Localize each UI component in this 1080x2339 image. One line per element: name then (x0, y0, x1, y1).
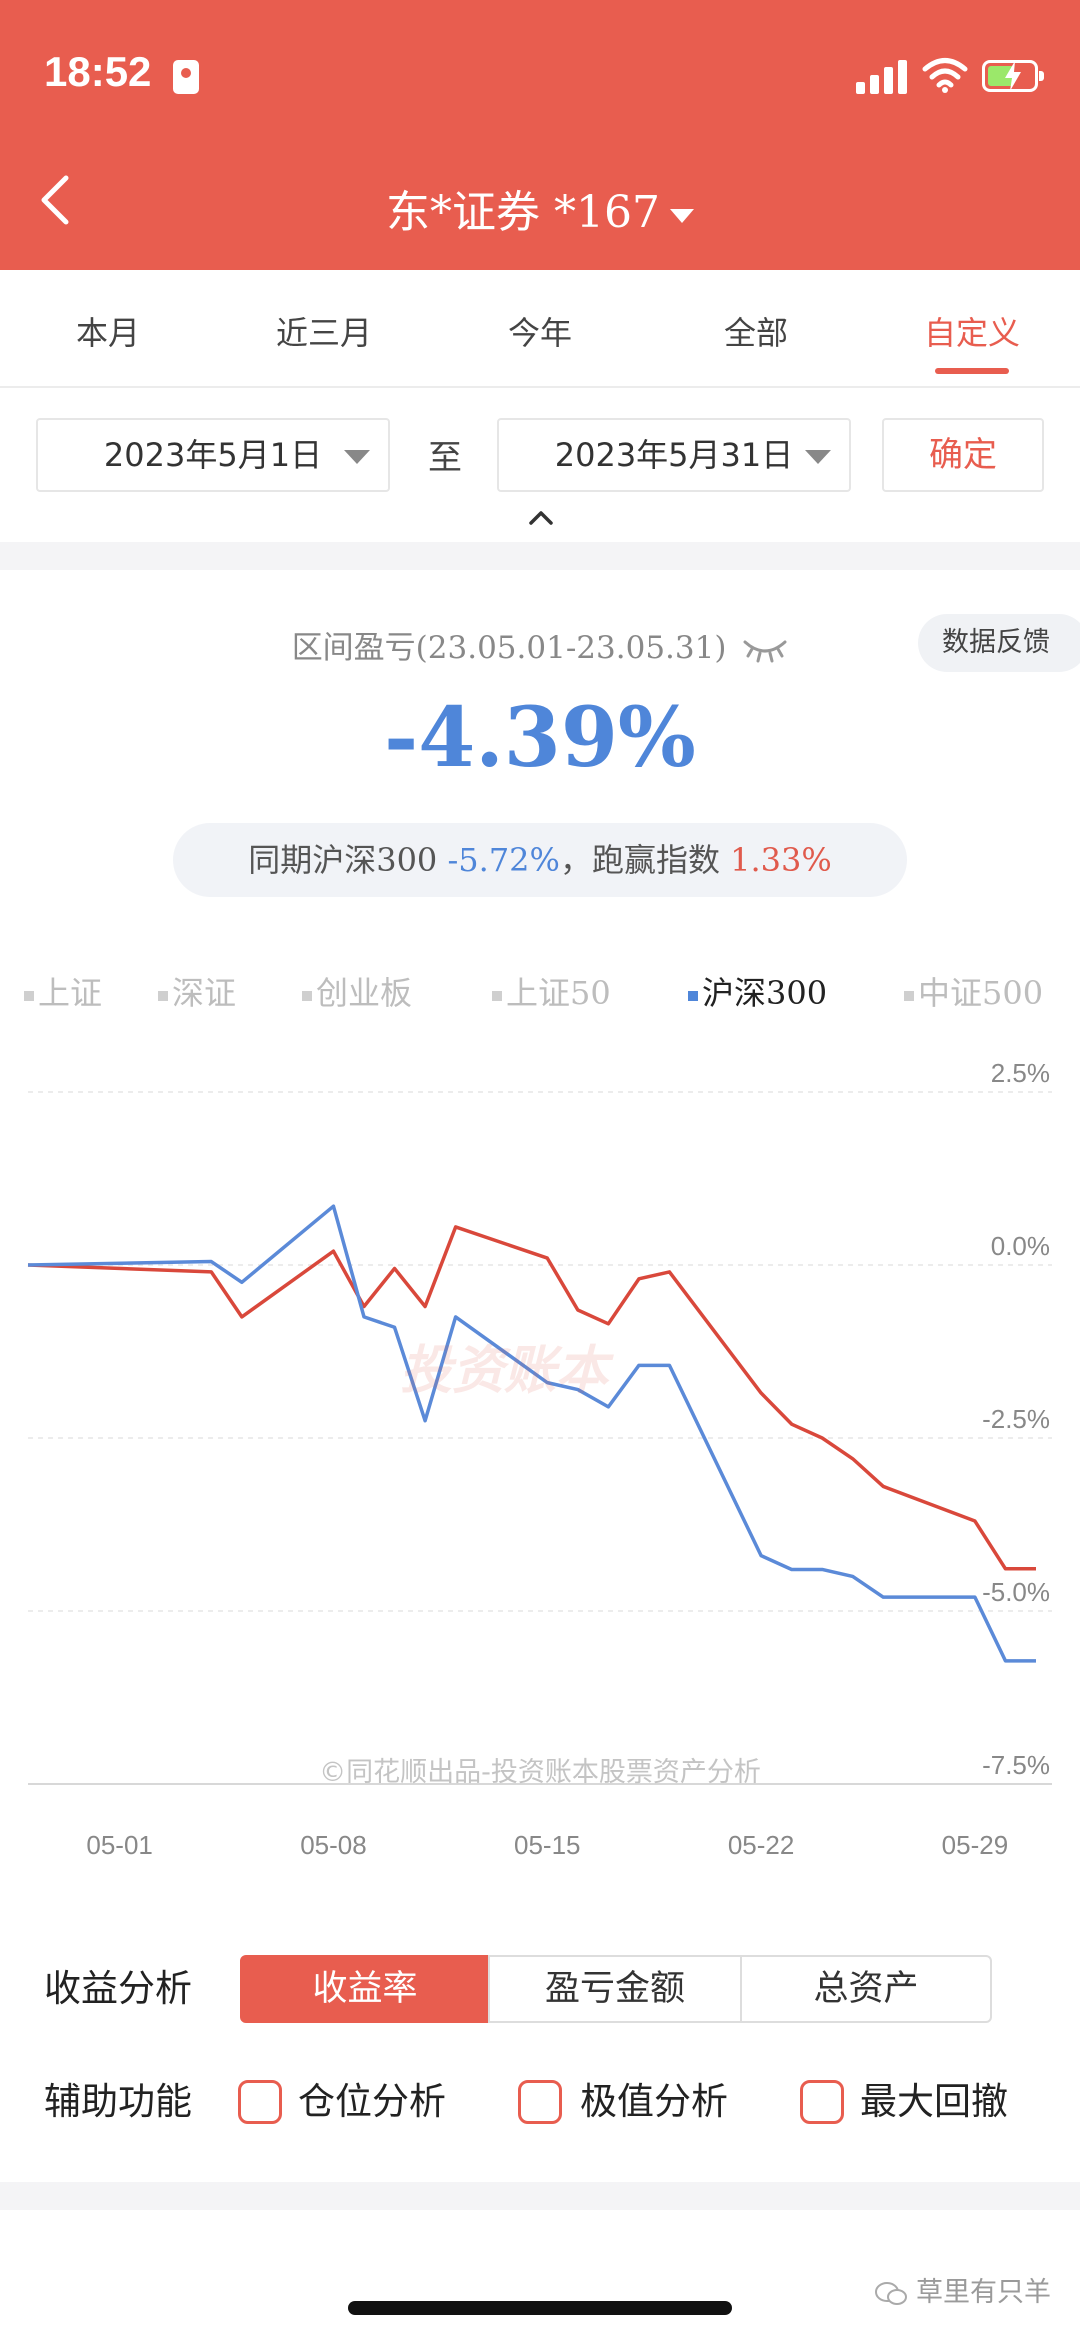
max-drawdown-label[interactable]: 最大回撤 (860, 2080, 1008, 2123)
legend-label: 中证500 (918, 974, 1044, 1012)
legend-csi300[interactable]: 沪深300 (688, 968, 827, 1014)
legend-sse50[interactable]: 上证50 (492, 968, 611, 1014)
tab-custom[interactable]: 自定义 (923, 314, 1020, 352)
back-chevron-icon[interactable] (36, 172, 76, 228)
return-analysis-label: 收益分析 (44, 1967, 192, 2010)
legend-swatch (688, 990, 698, 1001)
confirm-button[interactable]: 确定 (882, 418, 1044, 492)
date-separator: 至 (428, 438, 462, 478)
end-date-select[interactable]: 2023年5月31日 (497, 418, 851, 492)
start-date-select[interactable]: 2023年5月1日 (36, 418, 390, 492)
end-date-value: 2023年5月31日 (554, 436, 794, 474)
legend-label: 深证 (172, 974, 237, 1012)
legend-label: 上证 (38, 974, 103, 1012)
y-tick-label: 2.5% (991, 1058, 1050, 1088)
x-tick-label: 05-15 (514, 1830, 581, 1860)
legend-label: 沪深300 (702, 974, 828, 1012)
legend-swatch (24, 990, 34, 1001)
collapse-chevron-icon[interactable] (528, 508, 554, 526)
date-range-picker: 2023年5月1日 至 2023年5月31日 确定 (0, 390, 1080, 540)
cellular-signal-icon (856, 58, 910, 94)
csi300-return-line (27, 1204, 1036, 1663)
chevron-down-icon (344, 450, 370, 464)
legend-swatch (302, 990, 312, 1001)
legend-shanghai[interactable]: 上证 (24, 968, 102, 1014)
chart-footnote: ©同花顺出品-投资账本股票资产分析 (319, 1757, 761, 1788)
y-tick-label: 0.0% (991, 1231, 1050, 1261)
active-tab-indicator (935, 368, 1009, 374)
home-indicator[interactable] (348, 2301, 732, 2315)
extreme-analysis-label[interactable]: 极值分析 (580, 2080, 728, 2123)
section-divider (0, 542, 1080, 570)
footer-divider (0, 2182, 1080, 2210)
outperform-label: ，跑赢指数 (559, 841, 720, 879)
position-analysis-checkbox[interactable] (238, 2080, 282, 2124)
legend-swatch (904, 990, 914, 1001)
chart-watermark: 投资账本 (400, 1341, 609, 1401)
position-analysis-label[interactable]: 仓位分析 (298, 2080, 446, 2123)
wifi-icon (922, 58, 968, 93)
benchmark-label: 同期沪深300 (248, 841, 438, 879)
wechat-icon (875, 2281, 907, 2305)
return-rate-button[interactable]: 收益率 (240, 1955, 490, 2023)
aux-functions-label: 辅助功能 (44, 2080, 192, 2123)
pnl-amount-button[interactable]: 盈亏金额 (488, 1955, 742, 2023)
legend-csi500[interactable]: 中证500 (904, 968, 1043, 1014)
return-chart-svg: 2.5% 0.0% -2.5% -5.0% -7.5% 05-01 05-08 05-15 05… (27, 1058, 1052, 1860)
author-credit: 草里有只羊 (874, 2270, 1051, 2309)
account-selector[interactable]: 东*证券 *167 (0, 176, 1080, 240)
app-header: 18:52 东*证券 *167 (0, 0, 1080, 270)
max-drawdown-checkbox[interactable] (800, 2080, 844, 2124)
x-tick-label: 05-22 (728, 1830, 795, 1860)
benchmark-return: -5.72% (447, 841, 560, 879)
dropdown-caret-icon (669, 208, 694, 223)
portfolio-return-line (27, 1225, 1036, 1571)
y-tick-label: -2.5% (982, 1404, 1050, 1434)
x-tick-label: 05-08 (300, 1830, 367, 1860)
extreme-analysis-checkbox[interactable] (518, 2080, 562, 2124)
author-credit-text: 草里有只羊 (916, 2277, 1051, 2308)
x-tick-label: 05-29 (942, 1830, 1009, 1860)
contact-card-icon (173, 60, 199, 94)
outperform-value: 1.33% (730, 841, 832, 879)
period-tabs: 本月 近三月 今年 全部 自定义 (0, 270, 1080, 388)
tab-this-year[interactable]: 今年 (507, 314, 572, 352)
period-pnl-label: 区间盈亏(23.05.01-23.05.31) (0, 622, 1080, 667)
benchmark-comparison: 同期沪深300 -5.72%，跑赢指数 1.33% (173, 823, 907, 897)
battery-charging-icon (982, 60, 1044, 92)
account-title: 东*证券 *167 (386, 187, 660, 238)
start-date-value: 2023年5月1日 (103, 436, 323, 474)
x-tick-label: 05-01 (86, 1830, 153, 1860)
index-legend: 上证 深证 创业板 上证50 沪深300 中证500 (0, 962, 1080, 1012)
legend-shenzhen[interactable]: 深证 (158, 968, 236, 1014)
legend-swatch (492, 990, 502, 1001)
legend-chinext[interactable]: 创业板 (302, 968, 412, 1014)
y-tick-label: -5.0% (982, 1577, 1050, 1607)
return-chart[interactable]: 2.5% 0.0% -2.5% -5.0% -7.5% 05-01 05-08 05-15 05… (0, 1050, 1080, 1880)
chevron-down-icon (805, 450, 831, 464)
hide-eye-icon[interactable] (742, 636, 788, 664)
legend-label: 创业板 (316, 974, 413, 1012)
legend-swatch (158, 990, 168, 1001)
period-pnl-label-text: 区间盈亏(23.05.01-23.05.31) (291, 630, 727, 666)
legend-label: 上证50 (506, 974, 611, 1012)
status-time: 18:52 (44, 48, 152, 95)
data-feedback-button[interactable]: 数据反馈 (918, 614, 1080, 672)
y-tick-label: -7.5% (982, 1750, 1050, 1780)
total-assets-button[interactable]: 总资产 (740, 1955, 992, 2023)
period-return-value: -4.39% (384, 690, 696, 786)
tab-all[interactable]: 全部 (723, 314, 788, 352)
tab-last-three-months[interactable]: 近三月 (275, 314, 372, 352)
tab-this-month[interactable]: 本月 (75, 314, 140, 352)
